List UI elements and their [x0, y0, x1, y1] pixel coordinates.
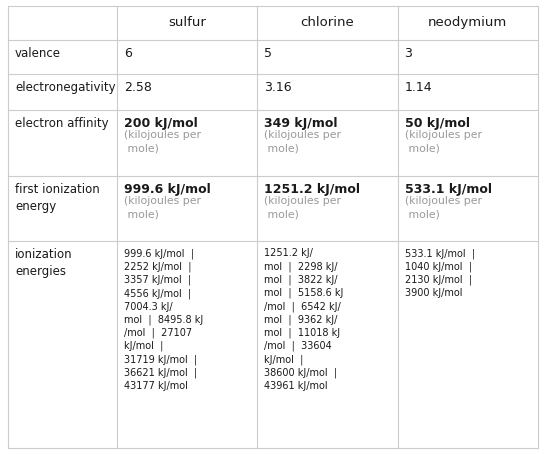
Text: 1.14: 1.14 [405, 81, 432, 94]
Text: 2.58: 2.58 [123, 81, 152, 94]
Text: ionization
energies: ionization energies [15, 248, 73, 278]
Text: (kilojoules per
 mole): (kilojoules per mole) [264, 130, 341, 154]
Text: 349 kJ/mol: 349 kJ/mol [264, 117, 337, 130]
Text: electron affinity: electron affinity [15, 117, 109, 130]
Text: (kilojoules per
 mole): (kilojoules per mole) [264, 196, 341, 220]
Text: (kilojoules per
 mole): (kilojoules per mole) [405, 196, 482, 220]
Text: 999.6 kJ/mol  |
2252 kJ/mol  |
3357 kJ/mol  |
4556 kJ/mol  |
7004.3 kJ/
mol  |  : 999.6 kJ/mol | 2252 kJ/mol | 3357 kJ/mol… [123, 248, 203, 391]
Text: 5: 5 [264, 47, 272, 60]
Text: 3: 3 [405, 47, 412, 60]
Text: (kilojoules per
 mole): (kilojoules per mole) [123, 130, 200, 154]
Text: first ionization
energy: first ionization energy [15, 183, 100, 212]
Text: 6: 6 [123, 47, 132, 60]
Text: valence: valence [15, 47, 61, 60]
Text: 533.1 kJ/mol  |
1040 kJ/mol  |
2130 kJ/mol  |
3900 kJ/mol: 533.1 kJ/mol | 1040 kJ/mol | 2130 kJ/mol… [405, 248, 474, 298]
Text: neodymium: neodymium [428, 16, 507, 30]
Text: 1251.2 kJ/mol: 1251.2 kJ/mol [264, 183, 360, 196]
Text: 3.16: 3.16 [264, 81, 292, 94]
Text: 999.6 kJ/mol: 999.6 kJ/mol [123, 183, 210, 196]
Text: (kilojoules per
 mole): (kilojoules per mole) [123, 196, 200, 220]
Text: sulfur: sulfur [168, 16, 206, 30]
Text: (kilojoules per
 mole): (kilojoules per mole) [405, 130, 482, 154]
Text: 1251.2 kJ/
mol  |  2298 kJ/
mol  |  3822 kJ/
mol  |  5158.6 kJ
/mol  |  6542 kJ/: 1251.2 kJ/ mol | 2298 kJ/ mol | 3822 kJ/… [264, 248, 343, 391]
Text: 50 kJ/mol: 50 kJ/mol [405, 117, 470, 130]
Text: electronegativity: electronegativity [15, 81, 116, 94]
Text: 200 kJ/mol: 200 kJ/mol [123, 117, 198, 130]
Text: 533.1 kJ/mol: 533.1 kJ/mol [405, 183, 491, 196]
Text: chlorine: chlorine [300, 16, 354, 30]
